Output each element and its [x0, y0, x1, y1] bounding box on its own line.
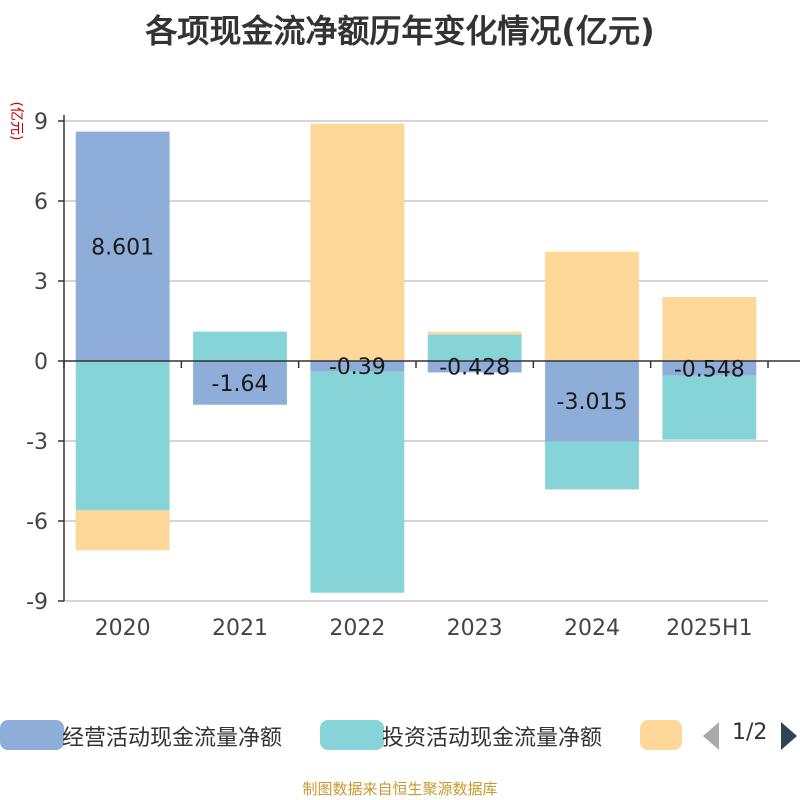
bar-2020-series-2	[75, 510, 170, 551]
bar-2023-series-1	[427, 334, 522, 361]
y-tick-label: 3	[34, 270, 48, 295]
data-label-2024: -3.015	[557, 390, 628, 415]
grid-lines	[64, 120, 768, 602]
y-tick-label: -9	[26, 590, 48, 615]
bar-2020-series-0	[75, 131, 170, 361]
bar-2023-series-0	[427, 361, 522, 373]
legend-swatch-investing	[320, 720, 384, 750]
legend-label-operating: 经营活动现金流量净额	[62, 726, 283, 751]
legend-next-page-icon[interactable]	[781, 722, 797, 750]
y-tick-label: -3	[26, 430, 48, 455]
bar-2022-series-0	[310, 361, 405, 372]
x-tick-label: 2025H1	[666, 616, 753, 641]
y-tick-label: 9	[34, 110, 48, 135]
labels: -9 -6 -3 0 3 6 9 (亿元) 2020 2021 2022 2023 2024 2025H1…	[8, 102, 753, 641]
legend: 经营活动现金流量净额 投资活动现金流量净额 1/2	[0, 716, 800, 756]
bar-2022-series-2	[310, 123, 405, 362]
data-label-2023: -0.428	[439, 356, 510, 381]
y-tick-label: 6	[34, 190, 48, 215]
data-label-2020: 8.601	[91, 235, 154, 260]
data-label-2021: -1.64	[212, 372, 269, 397]
legend-label-investing: 投资活动现金流量净额	[382, 726, 603, 751]
legend-prev-page-icon[interactable]	[703, 722, 719, 750]
bar-2025H1-series-1	[662, 375, 757, 440]
data-source-footer: 制图数据来自恒生聚源数据库	[302, 780, 498, 798]
x-tick-label: 2022	[329, 616, 385, 641]
axes	[58, 115, 800, 602]
x-tick-label: 2024	[564, 616, 620, 641]
bar-2025H1-series-2	[662, 297, 757, 361]
y-tick-label: 0	[34, 350, 48, 375]
bar-2021-series-0	[193, 361, 287, 405]
x-tick-label: 2021	[212, 616, 268, 641]
bar-2021-series-1	[193, 331, 287, 361]
bar-2024-series-1	[545, 441, 639, 490]
x-tick-label: 2023	[447, 616, 503, 641]
bars	[75, 123, 757, 593]
y-tick-label: -6	[26, 510, 48, 535]
y-axis-unit-label: (亿元)	[8, 102, 24, 141]
bar-2025H1-series-0	[662, 361, 757, 376]
x-tick-label: 2020	[95, 616, 151, 641]
legend-page-indicator: 1/2	[732, 720, 768, 745]
chart-title: 各项现金流净额历年变化情况(亿元)	[145, 12, 655, 50]
chart-area: -9 -6 -3 0 3 6 9 (亿元) 2020 2021 2022 2023 2024 2025H1…	[8, 102, 800, 641]
legend-swatch-financing	[640, 720, 682, 750]
bar-2023-series-2	[427, 331, 522, 335]
bar-2024-series-2	[545, 251, 639, 361]
bar-2020-series-1	[75, 361, 170, 511]
bar-2024-series-0	[545, 361, 639, 442]
data-label-2022: -0.39	[329, 355, 386, 380]
bar-2022-series-1	[310, 371, 405, 593]
legend-swatch-operating	[0, 720, 64, 750]
data-label-2025H1: -0.548	[674, 357, 745, 382]
